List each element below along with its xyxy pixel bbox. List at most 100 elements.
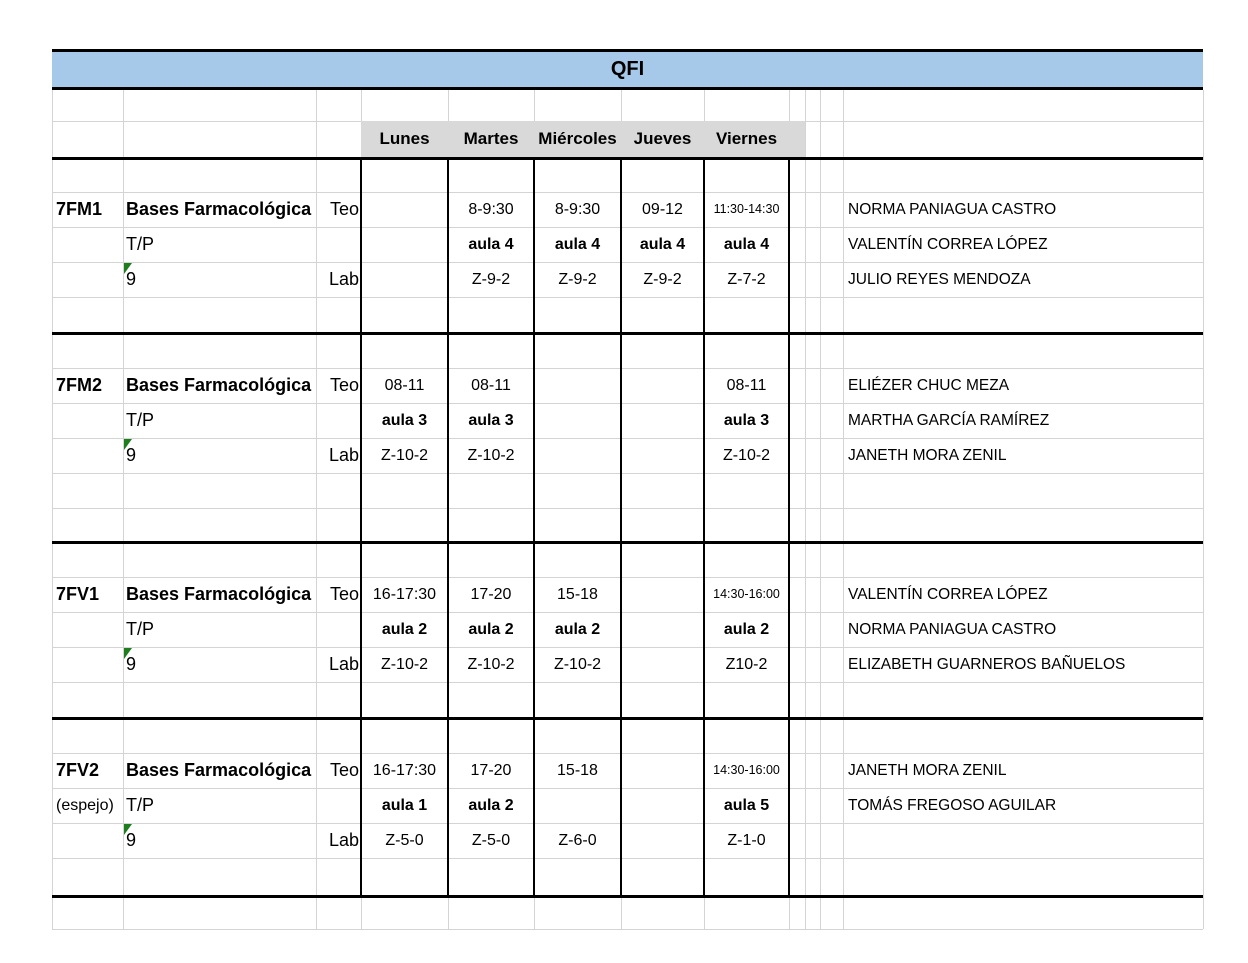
lab-label[interactable]: Lab bbox=[328, 654, 359, 674]
room-cell[interactable] bbox=[534, 403, 621, 438]
room-cell[interactable] bbox=[534, 788, 621, 823]
group-code[interactable]: 7FM2 bbox=[56, 375, 103, 395]
room-cell[interactable] bbox=[361, 227, 448, 262]
teacher-name[interactable]: ELIZABETH GUARNEROS BAÑUELOS bbox=[848, 656, 1126, 673]
labroom-cell[interactable]: Z-5-0 bbox=[385, 832, 424, 849]
room-cell[interactable]: aula 5 bbox=[723, 797, 770, 814]
teacher-name[interactable]: TOMÁS FREGOSO AGUILAR bbox=[848, 797, 1057, 814]
day-header-lunes[interactable]: Lunes bbox=[379, 129, 430, 148]
time-cell[interactable] bbox=[361, 192, 448, 227]
day-header-miercoles[interactable]: Miércoles bbox=[538, 129, 617, 148]
time-cell[interactable]: 08-11 bbox=[471, 377, 511, 394]
teacher-name[interactable]: ELIÉZER CHUC MEZA bbox=[848, 377, 1010, 394]
day-header-martes[interactable]: Martes bbox=[463, 129, 519, 148]
labroom-cell[interactable]: Z-10-2 bbox=[467, 656, 515, 673]
group-code[interactable]: 7FV2 bbox=[56, 760, 100, 780]
room-cell[interactable]: aula 2 bbox=[468, 797, 514, 814]
labroom-cell[interactable] bbox=[534, 438, 621, 473]
time-cell[interactable]: 8-9:30 bbox=[468, 201, 514, 218]
labroom-cell[interactable]: Z-7-2 bbox=[727, 271, 766, 288]
labroom-cell[interactable]: Z-10-2 bbox=[380, 447, 429, 464]
room-cell[interactable] bbox=[621, 403, 704, 438]
labroom-cell[interactable]: Z-1-0 bbox=[727, 832, 766, 849]
time-cell[interactable]: 08-11 bbox=[384, 377, 425, 394]
labroom-cell[interactable]: Z-10-2 bbox=[722, 447, 771, 464]
lab-label[interactable]: Lab bbox=[328, 269, 359, 289]
time-cell[interactable] bbox=[534, 368, 621, 403]
teacher-name[interactable]: JANETH MORA ZENIL bbox=[848, 447, 1007, 464]
group-note[interactable]: (espejo) bbox=[56, 797, 114, 814]
time-cell[interactable]: 8-9:30 bbox=[554, 201, 601, 218]
teacher-name[interactable]: MARTHA GARCÍA RAMÍREZ bbox=[848, 412, 1050, 429]
labroom-cell[interactable] bbox=[621, 823, 704, 858]
time-cell[interactable]: 08-11 bbox=[726, 377, 767, 394]
time-cell[interactable]: 11:30-14:30 bbox=[713, 202, 780, 216]
theory-label[interactable]: Teo bbox=[329, 199, 359, 219]
subject-name[interactable]: Bases Farmacológica bbox=[126, 760, 312, 780]
labroom-cell[interactable]: Z-9-2 bbox=[471, 271, 511, 288]
subject-hours[interactable]: 9 bbox=[126, 445, 137, 465]
subject-hours[interactable]: 9 bbox=[126, 269, 137, 289]
labroom-cell[interactable]: Z-10-2 bbox=[467, 447, 515, 464]
room-cell[interactable]: aula 4 bbox=[639, 236, 686, 253]
teacher-name[interactable]: JULIO REYES MENDOZA bbox=[848, 271, 1031, 288]
lab-label[interactable]: Lab bbox=[328, 830, 359, 850]
teacher-name[interactable]: NORMA PANIAGUA CASTRO bbox=[848, 621, 1057, 638]
subject-type[interactable]: T/P bbox=[126, 410, 155, 430]
teacher-name[interactable]: NORMA PANIAGUA CASTRO bbox=[848, 201, 1057, 218]
time-cell[interactable]: 16-17:30 bbox=[372, 586, 437, 603]
time-cell[interactable]: 15-18 bbox=[557, 586, 598, 603]
subject-hours[interactable]: 9 bbox=[126, 830, 137, 850]
time-cell[interactable]: 14:30-16:00 bbox=[713, 587, 780, 601]
labroom-cell[interactable]: Z10-2 bbox=[725, 656, 768, 673]
time-cell[interactable] bbox=[621, 368, 704, 403]
labroom-cell[interactable] bbox=[621, 438, 704, 473]
theory-label[interactable]: Teo bbox=[329, 375, 359, 395]
subject-type[interactable]: T/P bbox=[126, 619, 155, 639]
room-cell[interactable]: aula 2 bbox=[468, 621, 514, 638]
day-header-viernes[interactable]: Viernes bbox=[715, 129, 778, 148]
teacher-name[interactable]: JANETH MORA ZENIL bbox=[848, 762, 1007, 779]
room-cell[interactable]: aula 2 bbox=[554, 621, 601, 638]
labroom-cell[interactable] bbox=[621, 647, 704, 682]
time-cell[interactable] bbox=[621, 753, 704, 788]
subject-hours[interactable]: 9 bbox=[126, 654, 137, 674]
teacher-name[interactable]: VALENTÍN CORREA LÓPEZ bbox=[848, 586, 1048, 603]
subject-name[interactable]: Bases Farmacológica bbox=[126, 584, 312, 604]
labroom-cell[interactable]: Z-5-0 bbox=[471, 832, 511, 849]
room-cell[interactable]: aula 4 bbox=[554, 236, 601, 253]
room-cell[interactable]: aula 3 bbox=[723, 412, 770, 429]
group-code[interactable]: 7FM1 bbox=[56, 199, 103, 219]
day-header-jueves[interactable]: Jueves bbox=[633, 129, 692, 148]
room-cell[interactable]: aula 2 bbox=[381, 621, 428, 638]
time-cell[interactable]: 17-20 bbox=[470, 762, 512, 779]
room-cell[interactable] bbox=[621, 612, 704, 647]
sheet-title-banner[interactable]: QFI bbox=[52, 52, 1203, 87]
time-cell[interactable]: 17-20 bbox=[470, 586, 512, 603]
room-cell[interactable]: aula 3 bbox=[381, 412, 428, 429]
time-cell[interactable]: 09-12 bbox=[642, 201, 683, 218]
teacher-name[interactable]: VALENTÍN CORREA LÓPEZ bbox=[848, 236, 1048, 253]
room-cell[interactable]: aula 1 bbox=[381, 797, 428, 814]
labroom-cell[interactable]: Z-10-2 bbox=[380, 656, 429, 673]
lab-label[interactable]: Lab bbox=[328, 445, 359, 465]
labroom-cell[interactable] bbox=[361, 262, 448, 297]
time-cell[interactable]: 15-18 bbox=[557, 762, 598, 779]
labroom-cell[interactable]: Z-6-0 bbox=[558, 832, 597, 849]
room-cell[interactable]: aula 4 bbox=[723, 236, 770, 253]
theory-label[interactable]: Teo bbox=[329, 584, 359, 604]
subject-type[interactable]: T/P bbox=[126, 795, 155, 815]
labroom-cell[interactable]: Z-9-2 bbox=[558, 271, 597, 288]
time-cell[interactable] bbox=[621, 577, 704, 612]
subject-name[interactable]: Bases Farmacológica bbox=[126, 199, 312, 219]
labroom-cell[interactable]: Z-9-2 bbox=[643, 271, 682, 288]
group-code[interactable]: 7FV1 bbox=[56, 584, 100, 604]
room-cell[interactable] bbox=[621, 788, 704, 823]
room-cell[interactable]: aula 2 bbox=[723, 621, 770, 638]
subject-name[interactable]: Bases Farmacológica bbox=[126, 375, 312, 395]
theory-label[interactable]: Teo bbox=[329, 760, 359, 780]
time-cell[interactable]: 14:30-16:00 bbox=[713, 763, 780, 777]
labroom-cell[interactable]: Z-10-2 bbox=[553, 656, 602, 673]
subject-type[interactable]: T/P bbox=[126, 234, 155, 254]
room-cell[interactable]: aula 3 bbox=[468, 412, 514, 429]
